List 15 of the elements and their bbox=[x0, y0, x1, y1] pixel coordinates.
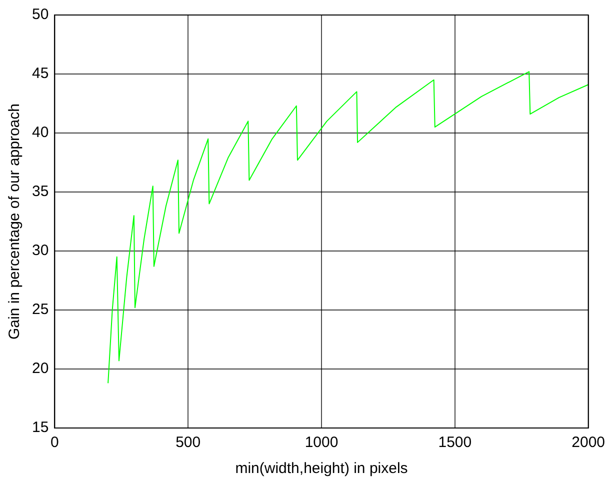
y-tick-label: 15 bbox=[32, 419, 49, 436]
y-tick-label: 35 bbox=[32, 183, 49, 200]
x-tick-label: 2000 bbox=[572, 434, 606, 452]
x-tick-label: 1500 bbox=[438, 434, 472, 452]
y-tick-label: 30 bbox=[32, 242, 49, 260]
x-tick-label: 0 bbox=[50, 434, 59, 452]
x-axis-title: min(width,height) in pixels bbox=[235, 460, 408, 478]
y-tick-label: 50 bbox=[32, 6, 49, 24]
y-tick-label: 25 bbox=[32, 301, 49, 318]
y-tick-label: 45 bbox=[32, 65, 49, 82]
y-axis-title: Gain in percentage of our approach bbox=[6, 104, 24, 340]
x-tick-label: 500 bbox=[176, 434, 201, 452]
x-tick-label: 1000 bbox=[304, 434, 338, 452]
y-tick-label: 20 bbox=[32, 360, 49, 378]
y-tick-label: 40 bbox=[32, 124, 49, 142]
